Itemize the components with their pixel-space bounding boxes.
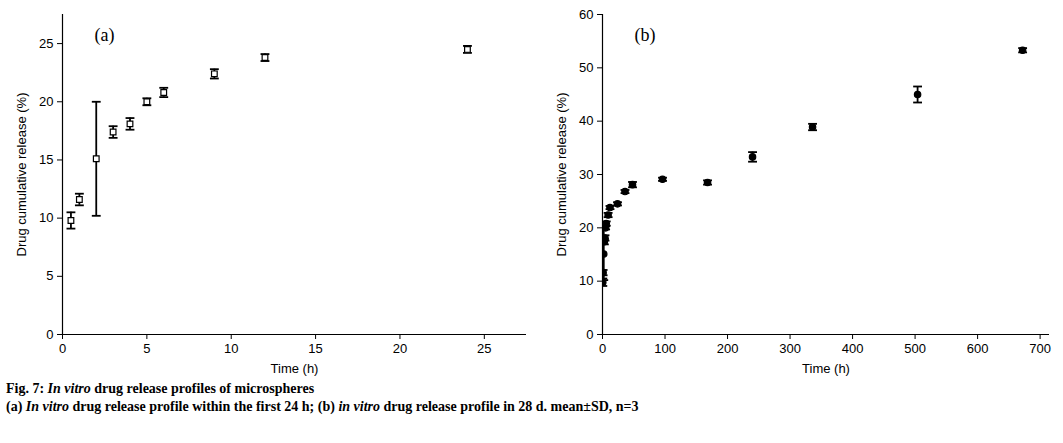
svg-text:0: 0 <box>586 327 593 342</box>
svg-text:Drug cumulative release (%): Drug cumulative release (%) <box>554 92 569 256</box>
svg-text:400: 400 <box>842 341 864 356</box>
svg-text:50: 50 <box>579 60 593 75</box>
svg-text:40: 40 <box>579 113 593 128</box>
svg-text:30: 30 <box>579 167 593 182</box>
svg-text:20: 20 <box>39 94 53 109</box>
svg-text:0: 0 <box>59 341 66 356</box>
svg-text:10: 10 <box>39 210 53 225</box>
svg-text:20: 20 <box>393 341 407 356</box>
svg-text:100: 100 <box>654 341 676 356</box>
html-text:(a) In vitro drug release prof: (a) In vitro drug release profile within… <box>6 399 639 414</box>
svg-text:60: 60 <box>579 7 593 22</box>
svg-text:Time (h): Time (h) <box>271 361 319 376</box>
svg-text:500: 500 <box>904 341 926 356</box>
svg-text:Drug cumulative release (%): Drug cumulative release (%) <box>14 92 29 256</box>
svg-text:25: 25 <box>477 341 491 356</box>
svg-text:5: 5 <box>46 268 53 283</box>
svg-text:(b): (b) <box>635 25 656 46</box>
svg-text:15: 15 <box>39 152 53 167</box>
html-text:Fig. 7: In vitro drug release: Fig. 7: In vitro drug release profiles o… <box>6 381 315 396</box>
svg-text:10: 10 <box>224 341 238 356</box>
svg-text:300: 300 <box>779 341 801 356</box>
svg-text:25: 25 <box>39 36 53 51</box>
svg-text:5: 5 <box>143 341 150 356</box>
svg-text:0: 0 <box>46 327 53 342</box>
svg-text:700: 700 <box>1029 341 1051 356</box>
svg-text:600: 600 <box>967 341 989 356</box>
svg-text:Time (h): Time (h) <box>802 361 850 376</box>
svg-text:0: 0 <box>599 341 606 356</box>
svg-text:10: 10 <box>579 273 593 288</box>
svg-text:20: 20 <box>579 220 593 235</box>
svg-text:(a): (a) <box>95 25 115 46</box>
svg-text:15: 15 <box>308 341 322 356</box>
svg-text:200: 200 <box>717 341 739 356</box>
